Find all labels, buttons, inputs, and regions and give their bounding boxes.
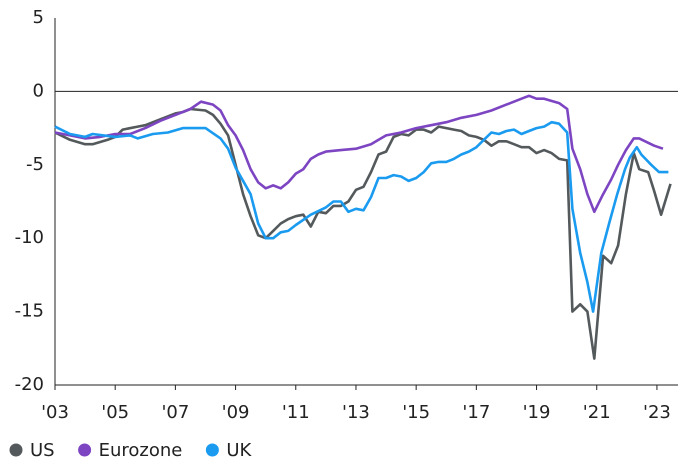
legend-label: UK <box>226 440 252 461</box>
y-tick-label: 0 <box>33 80 44 101</box>
y-tick-label: -5 <box>26 154 44 175</box>
legend-swatch <box>9 443 23 457</box>
series-line <box>54 94 664 214</box>
legend-label: Eurozone <box>99 440 183 461</box>
x-tick-label: '23 <box>643 402 671 423</box>
x-tick-label: '09 <box>222 402 250 423</box>
y-tick-label: -20 <box>15 374 44 395</box>
x-tick-label: '03 <box>41 402 69 423</box>
x-tick-label: '15 <box>402 402 430 423</box>
series-line <box>54 120 669 313</box>
x-tick-label: '19 <box>523 402 551 423</box>
x-tick-label: '11 <box>282 402 310 423</box>
y-tick-label: -15 <box>15 301 44 322</box>
x-tick-label: '05 <box>101 402 129 423</box>
legend-swatch <box>205 443 219 457</box>
x-tick-label: '07 <box>161 402 189 423</box>
x-tick-label: '21 <box>583 402 611 423</box>
y-tick-label: 5 <box>33 7 44 28</box>
legend-label: US <box>30 440 55 461</box>
legend-swatch <box>78 443 92 457</box>
x-tick-label: '17 <box>462 402 490 423</box>
x-tick-label: '13 <box>342 402 370 423</box>
y-tick-label: -10 <box>15 227 44 248</box>
series-line <box>54 107 672 360</box>
